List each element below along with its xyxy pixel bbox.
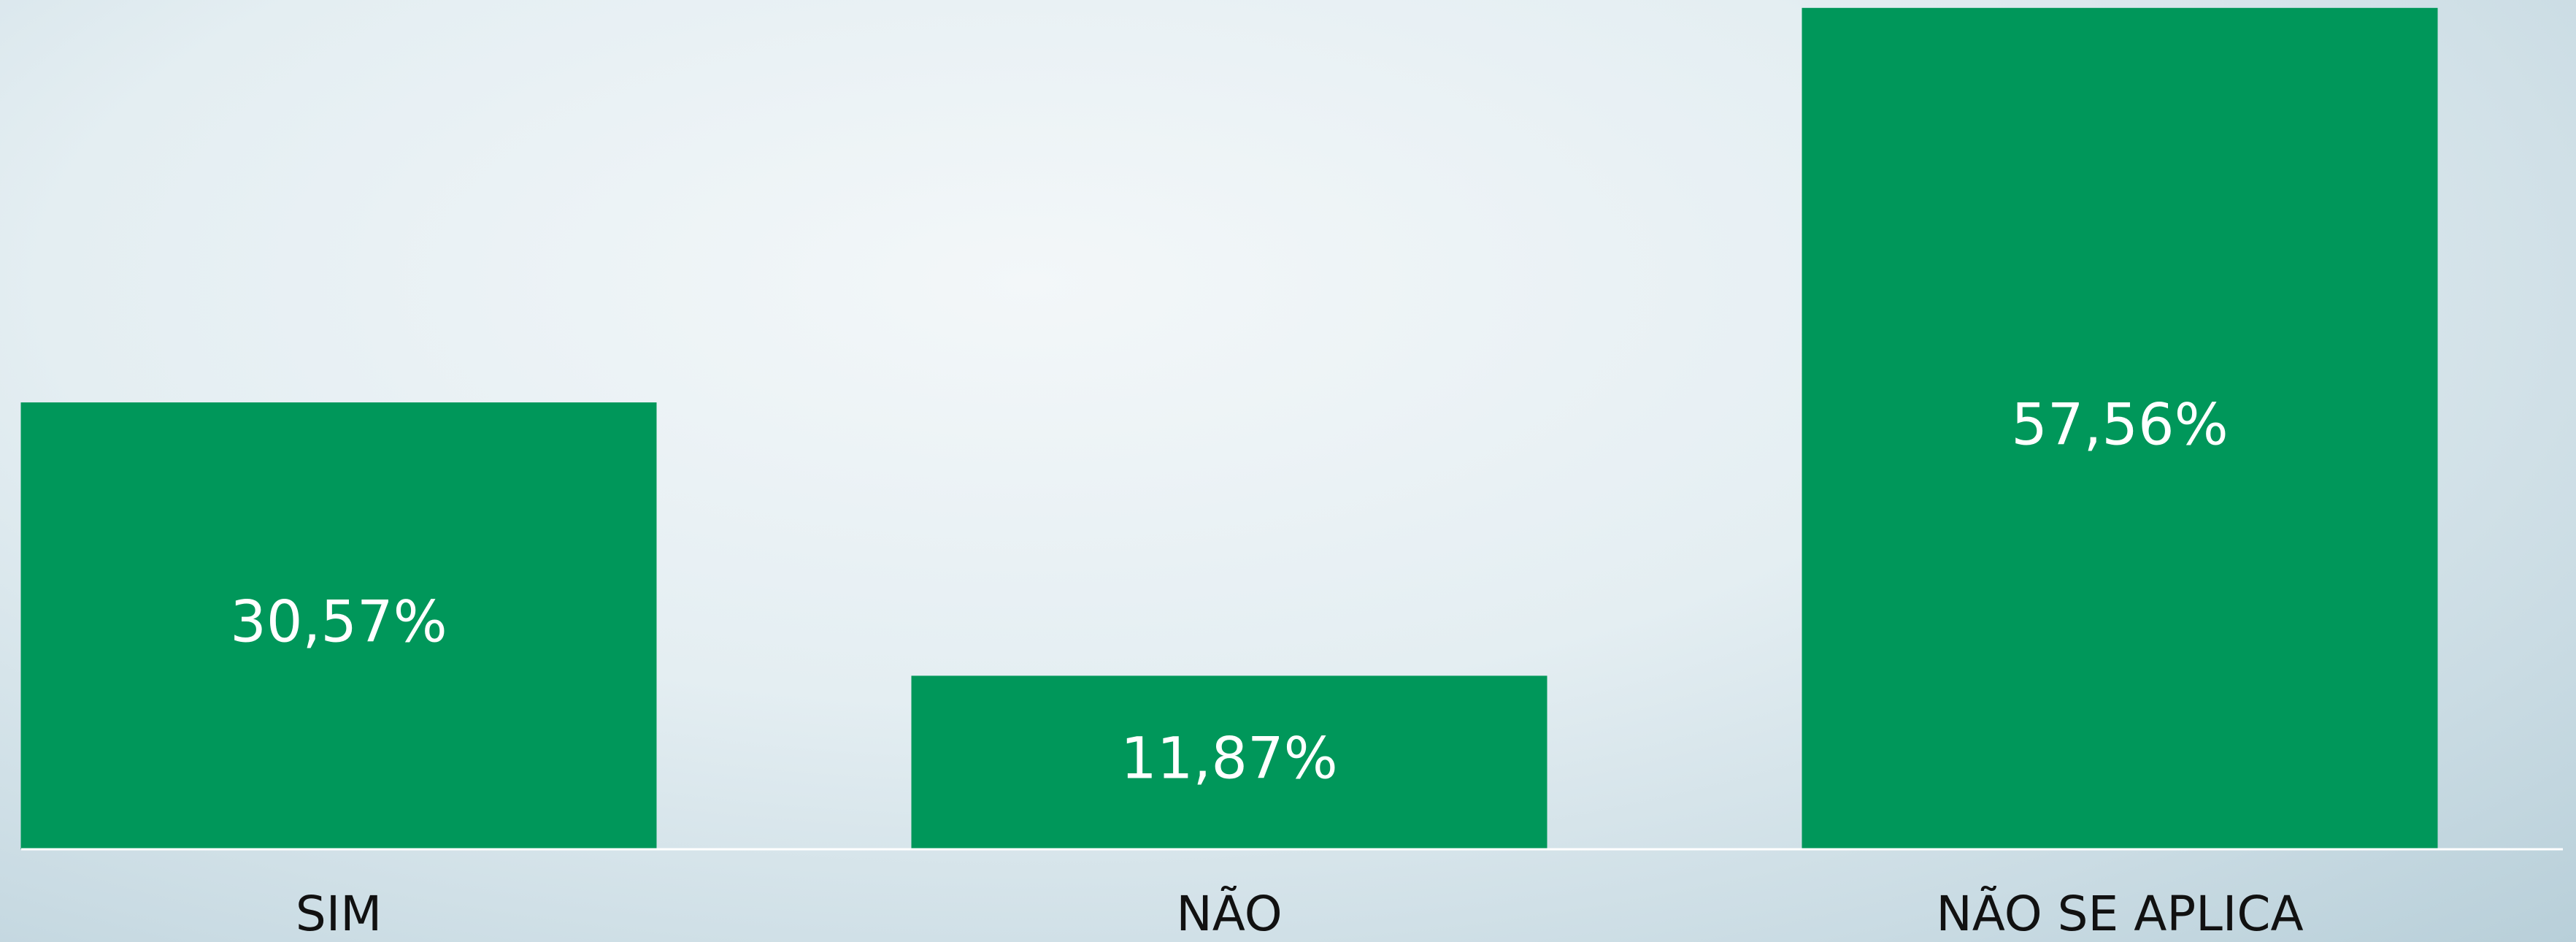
page: 30,57%SIM11,87%NÃO57,56%NÃO SE APLICA ((… <box>0 0 2576 942</box>
value-label: 30,57% <box>230 590 447 656</box>
x-tick-label: NÃO SE APLICA <box>1936 886 2303 942</box>
x-tick-label: NÃO <box>1176 886 1282 942</box>
value-label: 57,56% <box>2011 392 2228 458</box>
value-label: 11,87% <box>1120 727 1337 792</box>
x-tick-label: SIM <box>296 886 382 942</box>
chart: 30,57% SIM 11,87% NÃO 57,56% NÃO SE APLICA <box>0 0 2576 942</box>
